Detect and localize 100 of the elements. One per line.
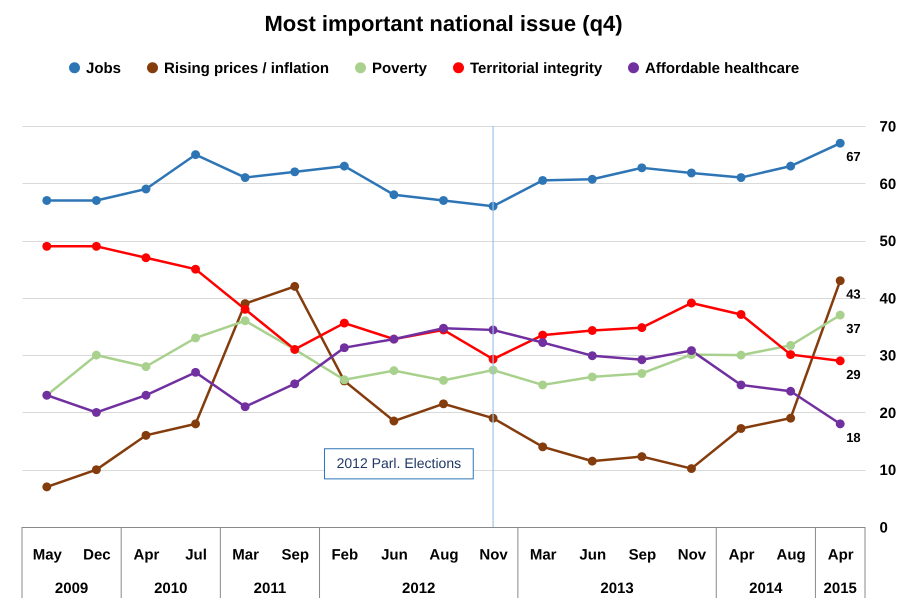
point [191, 264, 200, 274]
point [191, 150, 200, 160]
chart-title: Most important national issue (q4) [264, 11, 623, 36]
y-tick-label: 10 [880, 462, 896, 480]
x-tick-label: Jul [185, 546, 207, 564]
data-label: 67 [846, 149, 861, 164]
point [92, 196, 101, 205]
x-tick-label: Jun [381, 546, 408, 564]
y-tick-label: 0 [880, 520, 888, 536]
data-label: 37 [846, 321, 861, 336]
point [142, 253, 150, 262]
text: 2009 [54, 580, 88, 597]
text: 2011 [254, 580, 286, 597]
x-tick-label: Apr [134, 546, 160, 564]
point [240, 173, 250, 182]
x-tick-label: Aug [776, 546, 806, 564]
point [142, 184, 150, 194]
y-tick-label: 50 [880, 233, 896, 250]
point [736, 350, 746, 360]
point [836, 310, 845, 320]
x-tick-label: Sep [628, 546, 656, 564]
point [686, 298, 696, 308]
point [686, 346, 696, 356]
point [340, 318, 349, 328]
point [439, 376, 448, 385]
point [290, 379, 300, 388]
point [92, 408, 101, 417]
point [686, 464, 696, 474]
point [588, 174, 597, 184]
legend-label: Poverty [372, 60, 428, 77]
x-tick-label: Nov [678, 546, 707, 564]
x-tick-label: Apr [728, 546, 755, 564]
point [240, 316, 250, 326]
point [389, 416, 398, 426]
point [686, 168, 696, 178]
x-tick-label: May [32, 546, 63, 564]
point [736, 424, 746, 433]
y-tick-label: 30 [880, 348, 896, 365]
point [836, 138, 845, 148]
point [538, 176, 548, 185]
text: 2010 [154, 580, 188, 597]
point [786, 340, 796, 350]
data-label: 43 [846, 286, 861, 302]
point [836, 356, 845, 366]
point [290, 282, 300, 291]
point [538, 330, 548, 340]
y-tick-label: 20 [880, 404, 896, 422]
point [786, 162, 796, 171]
point [439, 399, 448, 408]
point [42, 196, 52, 205]
legend-label: Jobs [86, 60, 122, 77]
point [786, 414, 796, 423]
point [389, 190, 398, 200]
y-tick-label: 40 [880, 290, 896, 308]
y-tick-label: 70 [880, 118, 896, 136]
point [637, 452, 646, 461]
x-tick-label: Mar [232, 546, 260, 564]
point [538, 442, 548, 452]
point [836, 419, 845, 428]
point [588, 351, 597, 360]
point [736, 173, 746, 182]
point [191, 419, 200, 428]
x-tick-label: Mar [530, 546, 557, 564]
x-tick-label: Nov [479, 546, 508, 564]
text: 2015 [824, 580, 857, 597]
point [637, 323, 646, 332]
point [786, 386, 796, 396]
point [142, 430, 150, 440]
text: 2012 [402, 580, 436, 597]
point [588, 372, 597, 382]
legend-label: Rising prices / inflation [164, 60, 330, 77]
point [191, 333, 200, 342]
point [340, 162, 349, 171]
point [142, 362, 150, 372]
point [538, 380, 548, 390]
point [389, 366, 398, 376]
text: 2013 [600, 580, 634, 597]
point [786, 350, 796, 360]
text: 2014 [749, 580, 784, 597]
point [92, 350, 101, 360]
point [92, 242, 101, 251]
point [92, 465, 101, 474]
point [637, 163, 646, 172]
point [42, 482, 52, 492]
point [439, 196, 448, 205]
legend-label: Affordable healthcare [645, 60, 800, 77]
point [736, 310, 746, 319]
ref-line-label: 2012 Parl. Elections [336, 455, 462, 472]
point [290, 167, 300, 176]
point [240, 402, 250, 412]
point [637, 369, 646, 378]
point [42, 242, 52, 251]
point [142, 390, 150, 400]
x-tick-label: Feb [331, 546, 358, 564]
point [588, 326, 597, 335]
point [340, 343, 349, 352]
y-tick-label: 60 [880, 176, 896, 193]
point [637, 355, 646, 364]
point [836, 276, 845, 286]
point [191, 368, 200, 377]
